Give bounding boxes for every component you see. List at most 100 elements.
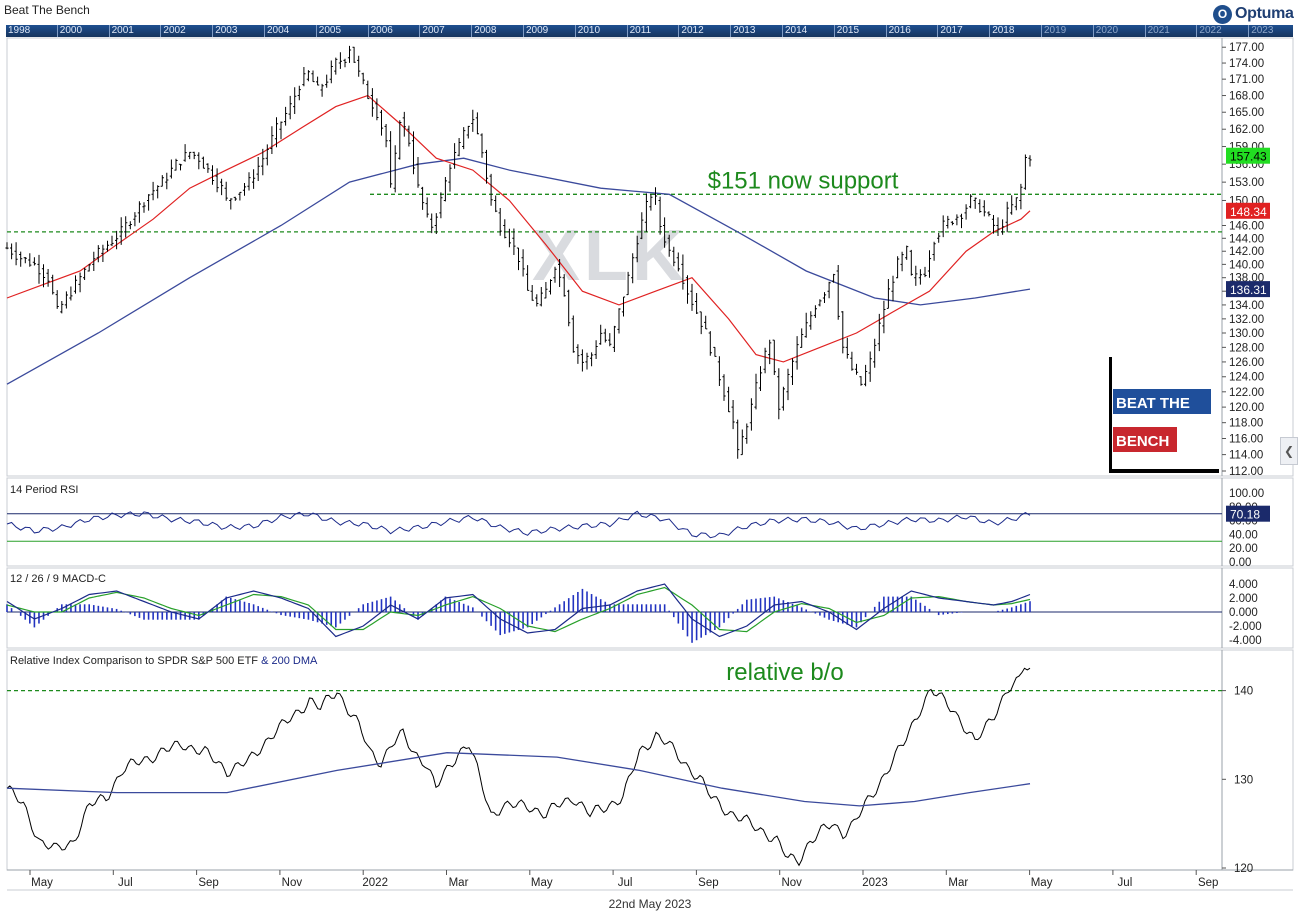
price-bar xyxy=(156,185,160,199)
price-bar xyxy=(14,242,18,266)
price-bar xyxy=(165,172,169,190)
price-bar xyxy=(512,228,516,255)
x-tick-label: May xyxy=(531,877,553,889)
price-bar xyxy=(873,338,877,368)
price-bar xyxy=(51,274,55,295)
rsi-panel-frame xyxy=(6,477,1294,567)
price-y-tick-label: 144.00 xyxy=(1229,233,1264,245)
timeline-year-2017[interactable]: 2017 xyxy=(940,25,963,36)
price-bar xyxy=(859,376,863,386)
relative-panel-title-suffix: & 200 DMA xyxy=(261,655,318,667)
timeline-year-2000[interactable]: 2000 xyxy=(59,25,83,36)
timeline-year-2005[interactable]: 2005 xyxy=(318,25,342,36)
price-bar xyxy=(261,148,265,176)
price-bar xyxy=(612,325,616,352)
timeline-year-2013[interactable]: 2013 xyxy=(733,25,756,36)
timeline-tick xyxy=(160,25,162,37)
timeline-year-2008[interactable]: 2008 xyxy=(474,25,497,36)
timeline-tick xyxy=(212,25,214,37)
price-bar xyxy=(640,212,644,240)
price-bar xyxy=(329,60,333,84)
timeline-year-2006[interactable]: 2006 xyxy=(370,25,393,36)
price-bar xyxy=(813,305,817,318)
rsi-line xyxy=(6,510,1031,539)
timeline-tick xyxy=(989,25,991,37)
timeline-tick xyxy=(1041,25,1042,37)
price-bar xyxy=(544,282,548,299)
price-bar xyxy=(343,58,347,68)
relative-200dma-line xyxy=(6,752,1031,807)
price-bar xyxy=(681,254,685,290)
timeline-year-1998[interactable]: 1998 xyxy=(8,25,31,36)
price-bar xyxy=(229,198,233,210)
timeline-year-2023[interactable]: 2023 xyxy=(1251,25,1274,36)
price-bar xyxy=(494,195,498,213)
timeline-year-2016[interactable]: 2016 xyxy=(888,25,911,36)
timeline-year-2004[interactable]: 2004 xyxy=(267,25,290,36)
price-bar xyxy=(663,217,667,248)
timeline-tick xyxy=(937,25,939,37)
price-bar xyxy=(914,265,918,286)
price-bar xyxy=(10,243,14,260)
price-bar xyxy=(361,72,365,85)
timeline-year-2021[interactable]: 2021 xyxy=(1147,25,1170,36)
price-bar xyxy=(932,241,936,261)
price-bar xyxy=(220,178,224,196)
timeline-tick xyxy=(574,25,576,37)
price-bar xyxy=(763,347,767,374)
price-bar xyxy=(174,158,178,171)
last-ma50-tag-label: 148.34 xyxy=(1230,205,1267,219)
price-bar xyxy=(402,111,406,137)
price-bar xyxy=(434,213,438,234)
timeline-year-2015[interactable]: 2015 xyxy=(836,25,860,36)
chart-title: Beat The Bench xyxy=(4,3,90,17)
price-bar xyxy=(169,159,173,179)
timeline-navigator[interactable]: 1998 2000 2001 2002 2003 2004 2005 2006 2007 2008… xyxy=(6,25,1293,37)
timeline-year-2002[interactable]: 2002 xyxy=(163,25,186,36)
timeline-year-2014[interactable]: 2014 xyxy=(785,25,808,36)
price-bar xyxy=(69,286,73,301)
collapse-panel-button[interactable]: ❮ xyxy=(1280,437,1298,465)
price-bar xyxy=(754,373,758,410)
timeline-year-2019[interactable]: 2019 xyxy=(1044,25,1067,36)
macd-signal-line xyxy=(6,586,1031,633)
price-bar xyxy=(900,251,904,272)
timeline-year-2009[interactable]: 2009 xyxy=(526,25,549,36)
timeline-year-2003[interactable]: 2003 xyxy=(215,25,238,36)
price-bar xyxy=(790,358,795,385)
timeline-year-2010[interactable]: 2010 xyxy=(577,25,601,36)
relative-panel-title: Relative Index Comparison to SPDR S&P 50… xyxy=(10,655,317,667)
price-bar xyxy=(256,157,260,181)
price-y-tick-label: 116.00 xyxy=(1229,434,1263,446)
optuma-logo-icon: O xyxy=(1213,4,1232,24)
price-bar xyxy=(530,285,534,301)
ma200-line xyxy=(6,157,1031,385)
price-bar xyxy=(590,352,594,367)
price-bar xyxy=(507,228,511,248)
macd-histogram xyxy=(6,588,1031,643)
timeline-year-2022[interactable]: 2022 xyxy=(1199,25,1222,36)
price-bar xyxy=(599,324,603,345)
timeline-year-2018[interactable]: 2018 xyxy=(992,25,1015,36)
timeline-year-2020[interactable]: 2020 xyxy=(1095,25,1119,36)
price-bar xyxy=(553,266,557,283)
timeline-year-2001[interactable]: 2001 xyxy=(111,25,134,36)
price-bar xyxy=(201,156,205,169)
price-bar xyxy=(909,249,913,276)
price-bar xyxy=(379,109,384,136)
price-bar xyxy=(535,294,539,307)
price-bar xyxy=(87,264,91,272)
relative-panel-title-main: Relative Index Comparison to SPDR S&P 50… xyxy=(10,655,259,667)
relative-panel-frame xyxy=(6,649,1294,871)
timeline-tick xyxy=(1248,25,1250,37)
timeline-year-2007[interactable]: 2007 xyxy=(422,25,445,36)
price-bar xyxy=(950,221,954,226)
price-bar xyxy=(795,336,799,370)
price-bar xyxy=(905,245,909,260)
timeline-year-2011[interactable]: 2011 xyxy=(629,25,652,36)
price-bar xyxy=(46,269,50,287)
price-bar xyxy=(311,70,315,83)
price-y-tick-label: 153.00 xyxy=(1229,177,1264,189)
timeline-tick xyxy=(678,25,680,37)
timeline-year-2012[interactable]: 2012 xyxy=(681,25,704,36)
